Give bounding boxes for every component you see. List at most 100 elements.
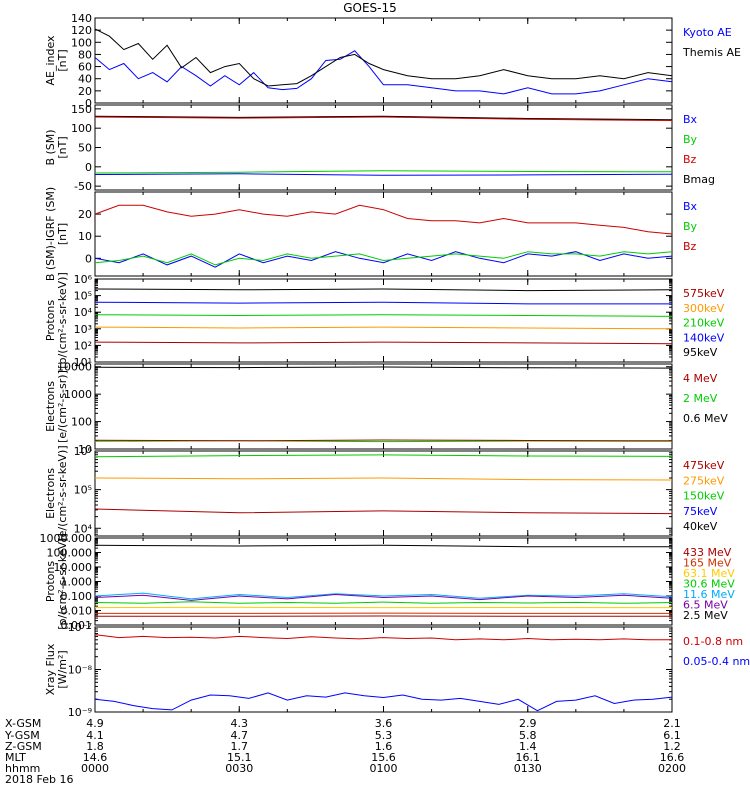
series-line-themis-ae [94,28,673,87]
y-tick-label: 10 [78,443,92,456]
y-tick-label: 10⁶ [74,445,93,458]
series-line-0-1-0-8-nm [94,634,672,641]
panel-protons: 10¹ 10² 10³ 10⁴ 10⁵ 10⁶ Protons [p/(cm²-s-sr-ke… [44,272,725,369]
y-axis-label: Electrons [44,381,57,432]
panel-frame [94,537,673,626]
y-tick-label: 0 [85,97,92,110]
legend-entry: 0.05-0.4 nm [683,655,750,668]
y-tick-label: 0.100 [61,590,93,603]
x-row-label: hhmm [5,762,40,775]
y-tick-label: 1000 [64,388,92,401]
y-tick-label: 100 [71,122,92,135]
y-axis-label: B (SM) [44,129,57,165]
x-tick-value: 0100 [370,762,398,775]
series-line-bx [94,173,673,176]
legend-entry: 4 MeV [683,372,718,385]
y-tick-label: 10000 [57,361,92,374]
y-tick-label: 10⁶ [74,273,93,286]
y-tick-label: 1000.000 [40,532,93,545]
panel-frame [94,278,673,363]
y-tick-label: 0.001 [61,619,93,632]
series-line-300kev [94,326,673,330]
series-line-30-6-mev [94,601,673,604]
chart-title: GOES-15 [343,1,397,15]
y-tick-label: 0.010 [61,605,93,618]
y-axis-unit: [nT] [56,136,69,158]
series-line-6-5-mev [94,593,673,601]
panel-frame [94,363,673,450]
legend-entry: Bz [683,240,697,253]
x-tick-value: 4.9 [86,717,104,730]
y-tick-label: 50 [78,142,92,155]
series-line-bx [94,251,673,268]
legend-entry: 63.1 MeV [683,567,735,580]
x-tick-value: 14.6 [83,751,108,764]
series-line-bz [94,116,673,121]
x-row-label: Z-GSM [5,740,42,753]
series-line-150kev [94,454,673,458]
y-tick-label: 10⁴ [74,306,93,319]
legend-entry: 0.1-0.8 nm [683,635,743,648]
series-line-0-6-mev [94,366,673,369]
legend-entry: 6.5 MeV [683,599,728,612]
y-tick-label: 40 [78,73,92,86]
y-tick-label: 140 [71,12,92,25]
panel-bsm: -50 0 50 100 150 B (SM) [nT] Bx By Bz Bmag [44,103,715,193]
series-line-kyoto-ae [94,50,673,95]
series-line-95kev [94,288,673,292]
y-axis-unit: [nT] [56,223,69,245]
y-axis-label: Electrons [44,468,57,519]
y-tick-label: 10⁵ [74,290,92,303]
legend-entry: Bx [683,113,698,126]
y-tick-label: 10⁻⁸ [68,664,93,677]
x-tick-value: 1.8 [86,740,104,753]
x-row-label: 2018 Feb 16 [5,773,73,786]
x-tick-value: 5.3 [375,729,393,742]
panel-frame [94,191,673,277]
y-axis-label: B (SM)-IGRF (SM) [44,187,57,281]
series-line-275kev [94,477,673,481]
legend-entry: Kyoto AE [683,26,732,39]
panel-bigrf: 0 10 20 B (SM)-IGRF (SM) [nT] Bx By Bz [44,187,698,281]
y-tick-label: 10 [78,230,92,243]
series-line-0-05-0-4-nm [94,692,673,712]
legend-entry: 210keV [683,317,725,330]
y-axis-label: Protons [44,300,57,341]
y-tick-label: 10⁻⁷ [68,621,92,634]
x-tick-value: 0030 [225,762,253,775]
x-tick-value: 4.7 [231,729,249,742]
x-tick-value: 15.1 [227,751,252,764]
x-tick-value: 0200 [658,762,686,775]
y-axis-label: Protons [44,561,57,602]
y-axis-unit: [e/(cm²-s-sr-keV)] [56,445,69,541]
y-tick-label: 10⁻⁹ [68,706,92,719]
series-line-475kev [94,508,673,515]
y-tick-label: 80 [78,48,92,61]
x-tick-value: 0130 [514,762,542,775]
x-tick-value: 2.1 [663,717,681,730]
series-line-by [94,170,673,174]
legend-entry: 575keV [683,287,725,300]
legend-entry: 30.6 MeV [683,578,735,591]
series-line-4-mev [94,439,673,442]
y-axis-label: Xray Flux [44,643,57,695]
y-tick-label: 20 [78,85,92,98]
legend-entry: 95keV [683,346,718,359]
legend-entry: 165 MeV [683,557,732,570]
y-tick-label: 10² [74,339,92,352]
legend-entry: 2.5 MeV [683,609,728,622]
panel-frame [94,450,673,537]
legend-entry: By [683,220,698,233]
y-axis-label: AE_index [44,35,57,86]
x-tick-value: 3.6 [375,717,393,730]
x-tick-value: 4.3 [231,717,249,730]
x-tick-value: 16.6 [660,751,685,764]
legend-entry: 75keV [683,505,718,518]
x-tick-value: 1.2 [663,740,681,753]
